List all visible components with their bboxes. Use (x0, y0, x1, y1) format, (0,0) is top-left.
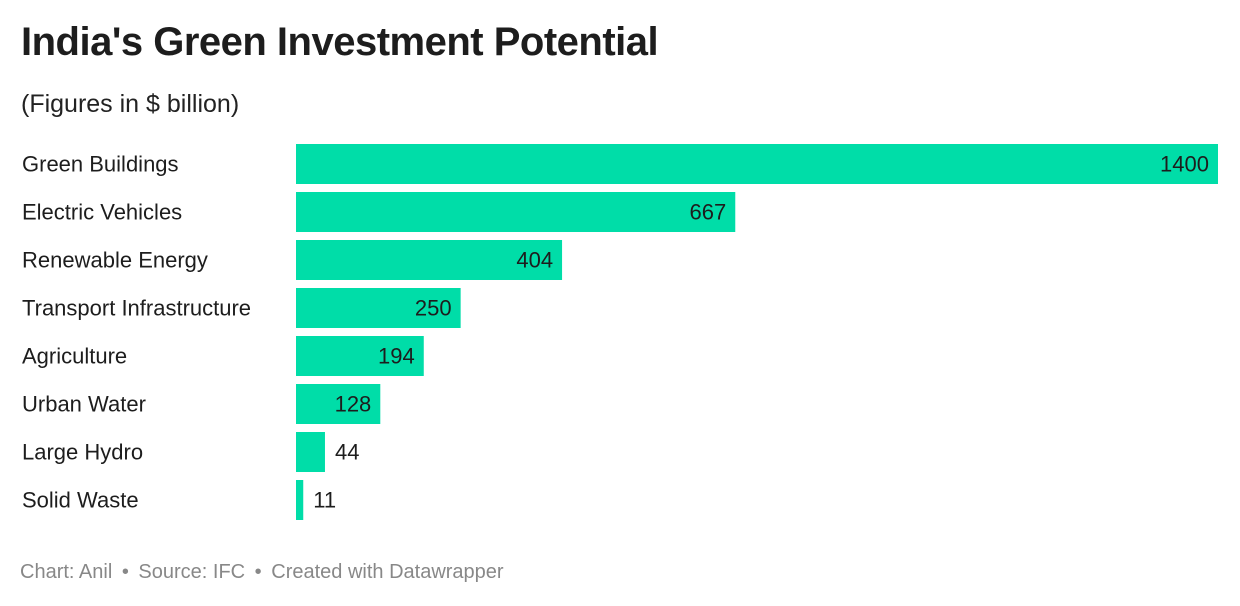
bar (296, 192, 736, 232)
bar (296, 288, 461, 328)
category-label: Transport Infrastructure (22, 296, 251, 321)
value-label: 250 (415, 296, 452, 321)
bar (296, 432, 325, 472)
chart-title: India's Green Investment Potential (21, 20, 659, 64)
footer-separator: • (254, 561, 262, 583)
category-label: Agriculture (22, 344, 127, 369)
footer-separator: • (121, 561, 129, 583)
value-label: 1400 (1160, 152, 1209, 177)
value-label: 194 (378, 344, 415, 369)
bar (296, 336, 424, 376)
chart-subtitle: (Figures in $ billion) (21, 90, 240, 118)
category-label: Electric Vehicles (22, 200, 182, 225)
value-label: 11 (313, 488, 336, 513)
category-label: Green Buildings (22, 152, 179, 177)
value-label: 44 (335, 440, 359, 465)
bar (296, 240, 563, 280)
value-label: 667 (690, 200, 727, 225)
category-label: Large Hydro (22, 440, 143, 465)
category-label: Solid Waste (22, 488, 139, 513)
bar (296, 384, 381, 424)
value-label: 128 (335, 392, 372, 417)
bar (296, 480, 304, 520)
value-label: 404 (516, 248, 553, 273)
category-label: Urban Water (22, 392, 146, 417)
category-label: Renewable Energy (22, 248, 208, 273)
chart-credit: Chart: Anil (20, 561, 113, 583)
source-credit: Source: IFC (138, 561, 246, 583)
tool-credit: Created with Datawrapper (271, 561, 504, 583)
chart-footer: Chart: Anil • Source: IFC • Created with… (20, 561, 504, 584)
bar (296, 144, 1218, 184)
